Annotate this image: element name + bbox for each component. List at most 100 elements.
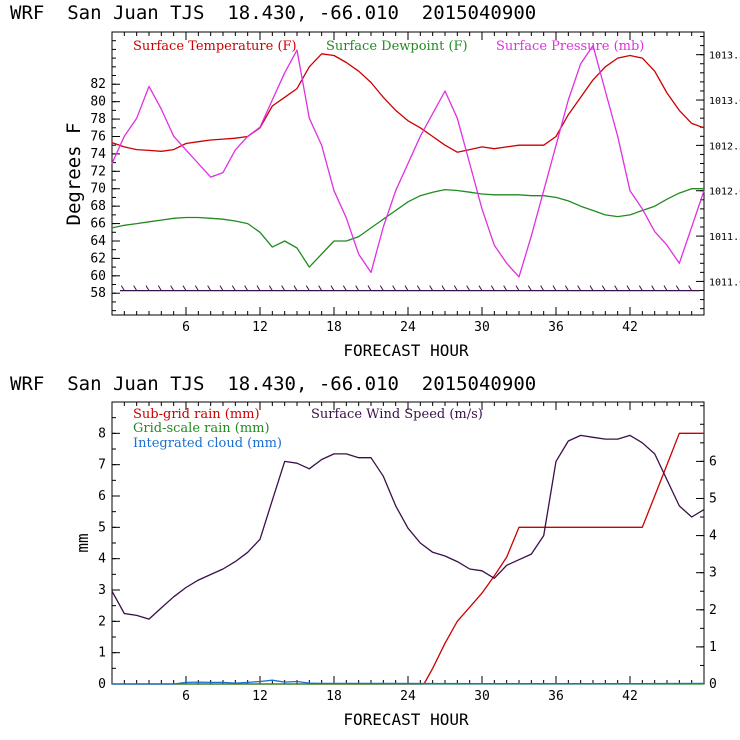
x-tick-label: 42 — [622, 320, 638, 335]
series-line-surface-wind-speed-m-s — [111, 434, 705, 620]
y2-tick-label: 2 — [709, 603, 717, 618]
series-line-surface-dewpoint-f — [111, 188, 704, 268]
x-tick-label: 18 — [326, 689, 342, 704]
y-tick-label: 0 — [98, 677, 106, 692]
y-tick-label: 62 — [90, 251, 106, 266]
x-tick-label: 18 — [326, 320, 342, 335]
wind-barb — [441, 285, 446, 291]
wind-barb — [540, 285, 545, 291]
top-x-axis-label: FORECAST HOUR — [343, 341, 469, 360]
x-tick-label: 42 — [622, 689, 638, 704]
y2-tick-label: 3 — [709, 566, 717, 581]
y2-tick-label: 1013.0 — [709, 96, 740, 107]
y-tick-label: 2 — [98, 614, 106, 629]
wind-barb — [120, 285, 125, 291]
wind-barb — [318, 285, 323, 291]
y-tick-label: 5 — [98, 520, 106, 535]
wind-barb — [145, 285, 150, 291]
y2-tick-label: 1012.5 — [709, 141, 740, 152]
x-tick-label: 6 — [182, 320, 190, 335]
wind-barb — [170, 285, 175, 291]
wind-barb — [416, 285, 421, 291]
y2-tick-label: 1011.5 — [709, 232, 740, 243]
wind-barb — [601, 285, 606, 291]
y2-tick-label: 0 — [709, 677, 717, 692]
y-tick-label: 8 — [98, 426, 106, 441]
wind-barb — [688, 285, 693, 291]
wind-barb — [293, 285, 298, 291]
wind-barb — [330, 285, 335, 291]
wind-barb — [367, 285, 372, 291]
wind-barb — [577, 285, 582, 291]
y-tick-label: 60 — [90, 269, 106, 284]
bottom-legend-gridscale-rain: Grid-scale rain (mm) — [133, 421, 270, 436]
y-tick-label: 1 — [98, 646, 106, 661]
y2-tick-label: 1012.0 — [709, 187, 740, 198]
wind-barb — [589, 285, 594, 291]
wind-barb — [651, 285, 656, 291]
x-tick-label: 36 — [548, 320, 564, 335]
y-tick-label: 64 — [90, 234, 106, 249]
y-tick-label: 58 — [90, 286, 106, 301]
wind-barb — [614, 285, 619, 291]
bottom-chart-header: WRF San Juan TJS 18.430, -66.010 2015040… — [10, 373, 536, 395]
x-tick-label: 30 — [474, 320, 490, 335]
wind-barb — [663, 285, 668, 291]
y-tick-label: 80 — [90, 95, 106, 110]
y2-tick-label: 1011.0 — [709, 277, 740, 288]
wind-barb — [453, 285, 458, 291]
wind-barb — [490, 285, 495, 291]
bottom-legend-integrated-cloud: Integrated cloud (mm) — [133, 436, 282, 451]
bottom-legend-wind-speed: Surface Wind Speed (m/s) — [311, 407, 483, 422]
wind-barb — [157, 285, 162, 291]
wind-barb — [429, 285, 434, 291]
wind-barb — [515, 285, 520, 291]
wind-barb — [281, 285, 286, 291]
wind-barb — [182, 285, 187, 291]
series-line-surface-pressure-mb — [111, 44, 705, 278]
x-tick-label: 36 — [548, 689, 564, 704]
y-tick-label: 76 — [90, 129, 106, 144]
y2-tick-label: 1013.5 — [709, 51, 740, 62]
y-tick-label: 68 — [90, 199, 106, 214]
y-tick-label: 3 — [98, 583, 106, 598]
y-tick-label: 7 — [98, 458, 106, 473]
x-tick-label: 24 — [400, 320, 416, 335]
y2-tick-label: 1 — [709, 640, 717, 655]
wind-barb — [305, 285, 310, 291]
wind-barb — [133, 285, 138, 291]
wind-barb — [244, 285, 249, 291]
wind-barb — [256, 285, 261, 291]
series-line-sub-grid-rain-mm — [112, 432, 704, 685]
x-tick-label: 6 — [182, 689, 190, 704]
y-tick-label: 72 — [90, 164, 106, 179]
wind-barb — [552, 285, 557, 291]
wind-barb — [404, 285, 409, 291]
x-tick-label: 12 — [252, 689, 268, 704]
y-tick-label: 66 — [90, 217, 106, 232]
bottom-y-axis-label: mm — [73, 533, 92, 552]
wind-barb — [564, 285, 569, 291]
wind-barb — [219, 285, 224, 291]
y-tick-label: 74 — [90, 147, 106, 162]
wind-barb — [379, 285, 384, 291]
wind-barb — [466, 285, 471, 291]
wind-barb — [503, 285, 508, 291]
top-plot-area: 6 12 18 24 30 36 42 58 60 62 64 66 68 70 72 74 76 78 80 82 1… — [90, 31, 740, 335]
wind-barb — [675, 285, 680, 291]
x-tick-label: 30 — [474, 689, 490, 704]
y2-tick-label: 4 — [709, 529, 717, 544]
wind-barb — [207, 285, 212, 291]
wind-barb — [194, 285, 199, 291]
top-chart-header: WRF San Juan TJS 18.430, -66.010 2015040… — [10, 2, 536, 24]
top-legend-temperature: Surface Temperature (F) — [133, 39, 297, 54]
wind-barb — [392, 285, 397, 291]
wind-barb — [478, 285, 483, 291]
y-tick-label: 82 — [90, 77, 106, 92]
top-y-axis-label: Degrees F — [63, 123, 85, 226]
wind-barb — [268, 285, 273, 291]
bottom-x-axis-label: FORECAST HOUR — [343, 710, 469, 729]
